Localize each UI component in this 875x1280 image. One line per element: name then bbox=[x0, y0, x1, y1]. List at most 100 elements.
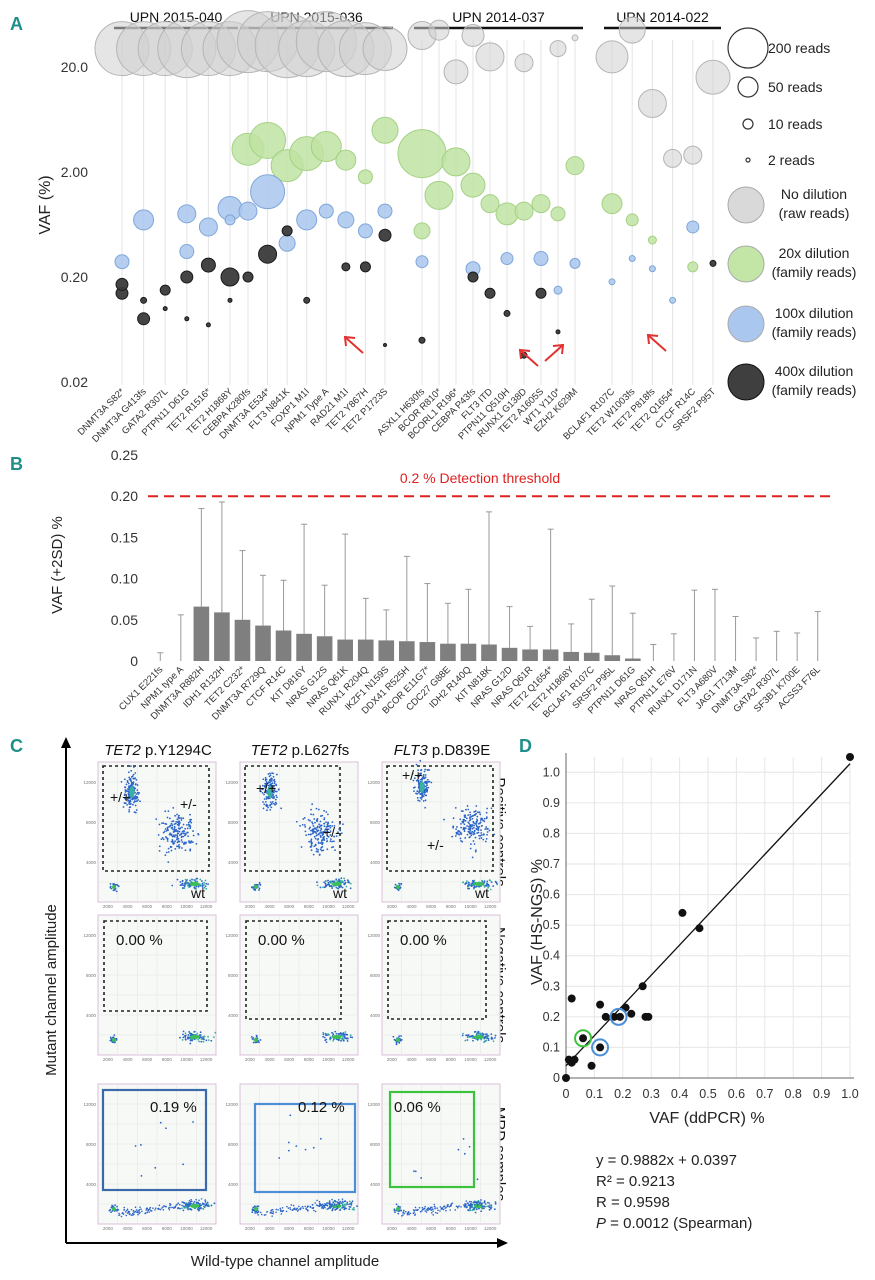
vaf-bubble bbox=[601, 193, 623, 215]
droplet bbox=[154, 1209, 156, 1211]
droplet bbox=[112, 883, 115, 885]
vaf-bubble bbox=[357, 169, 373, 185]
plot-x-tick: 8000 bbox=[162, 1057, 173, 1062]
legend-series-label: 20x dilution bbox=[779, 245, 850, 261]
droplet bbox=[459, 818, 462, 821]
droplet bbox=[471, 817, 474, 820]
droplet bbox=[486, 884, 488, 887]
droplet bbox=[327, 822, 329, 825]
droplet bbox=[134, 1210, 137, 1213]
droplet bbox=[124, 793, 126, 796]
plot-y-tick: 12000 bbox=[225, 1102, 238, 1107]
droplet bbox=[189, 827, 192, 830]
droplet bbox=[174, 848, 177, 850]
droplet bbox=[281, 1206, 284, 1209]
vaf-bubble bbox=[200, 257, 216, 273]
droplet bbox=[171, 826, 174, 829]
cluster-label-double: +/+ bbox=[110, 789, 130, 805]
vaf-bubble bbox=[443, 59, 469, 85]
droplet bbox=[474, 1030, 477, 1033]
plot-x-tick: 8000 bbox=[446, 1057, 457, 1062]
droplet bbox=[485, 1035, 488, 1038]
droplet bbox=[460, 826, 463, 829]
panel-c-x-label: Wild-type channel amplitude bbox=[191, 1253, 379, 1270]
droplet bbox=[173, 835, 176, 838]
droplet bbox=[349, 887, 352, 890]
droplet bbox=[338, 828, 341, 830]
vaf-bubble bbox=[637, 88, 667, 118]
droplet bbox=[202, 1203, 204, 1206]
panel-letter-a: A bbox=[10, 14, 23, 34]
droplet bbox=[427, 1209, 429, 1212]
droplet bbox=[320, 828, 323, 831]
droplet bbox=[422, 774, 425, 776]
droplet bbox=[481, 1032, 484, 1035]
droplet bbox=[323, 881, 326, 884]
droplet bbox=[122, 1213, 125, 1215]
droplet bbox=[177, 837, 180, 840]
droplet bbox=[179, 834, 181, 836]
droplet bbox=[341, 1038, 344, 1041]
droplet bbox=[280, 1213, 283, 1215]
plot-x-tick: 6000 bbox=[426, 904, 437, 909]
droplet bbox=[460, 810, 463, 812]
droplet bbox=[466, 1202, 469, 1205]
plot-x-tick: 4000 bbox=[406, 1057, 417, 1062]
vaf-bubble bbox=[397, 129, 447, 179]
droplet bbox=[395, 1043, 398, 1046]
droplet bbox=[154, 1207, 157, 1209]
plot-x-tick: 2000 bbox=[245, 1226, 256, 1231]
droplet bbox=[130, 784, 132, 786]
vaf-bubble bbox=[359, 261, 371, 273]
droplet bbox=[277, 1209, 279, 1211]
panel-d-x-tick: 0 bbox=[563, 1087, 570, 1101]
droplet bbox=[196, 877, 199, 880]
droplet bbox=[320, 815, 322, 817]
droplet bbox=[299, 824, 302, 827]
droplet bbox=[327, 879, 329, 882]
droplet bbox=[203, 884, 205, 886]
droplet bbox=[486, 833, 488, 836]
droplet bbox=[271, 1215, 273, 1217]
droplet bbox=[313, 845, 316, 848]
plot-x-tick: 8000 bbox=[446, 1226, 457, 1231]
droplet bbox=[332, 1039, 335, 1042]
droplet bbox=[184, 881, 187, 883]
droplet bbox=[128, 776, 131, 779]
droplet-core bbox=[129, 786, 135, 798]
droplet bbox=[322, 1031, 325, 1034]
droplet bbox=[439, 1210, 441, 1212]
droplet bbox=[479, 834, 482, 837]
droplet bbox=[213, 1202, 216, 1205]
droplet bbox=[179, 881, 182, 883]
panel-d-x-tick: 0.5 bbox=[699, 1087, 716, 1101]
droplet bbox=[446, 1205, 449, 1208]
plot-x-tick: 10000 bbox=[322, 1226, 335, 1231]
droplet bbox=[118, 1214, 120, 1217]
droplet bbox=[431, 1206, 433, 1209]
droplet bbox=[460, 822, 462, 825]
panel-d-x-tick: 1.0 bbox=[841, 1087, 858, 1101]
droplet-core bbox=[419, 781, 425, 793]
droplet bbox=[484, 1203, 487, 1205]
droplet bbox=[269, 774, 272, 777]
droplet bbox=[473, 830, 476, 833]
droplet bbox=[467, 1035, 470, 1038]
droplet bbox=[139, 1206, 141, 1208]
droplet bbox=[123, 786, 126, 788]
legend-series-label: No dilution bbox=[781, 186, 847, 202]
droplet bbox=[158, 823, 161, 826]
droplet bbox=[263, 793, 265, 796]
plot-x-tick: 2000 bbox=[103, 1057, 114, 1062]
droplet bbox=[464, 1203, 466, 1205]
droplet bbox=[417, 775, 420, 778]
variant-name: p.L627fs bbox=[287, 742, 349, 759]
droplet bbox=[184, 882, 187, 885]
droplet bbox=[481, 1202, 483, 1205]
droplet bbox=[204, 1199, 207, 1202]
droplet bbox=[424, 806, 427, 809]
droplet bbox=[350, 1202, 353, 1204]
droplet bbox=[182, 823, 185, 826]
droplet bbox=[483, 1201, 485, 1204]
droplet bbox=[471, 824, 474, 826]
